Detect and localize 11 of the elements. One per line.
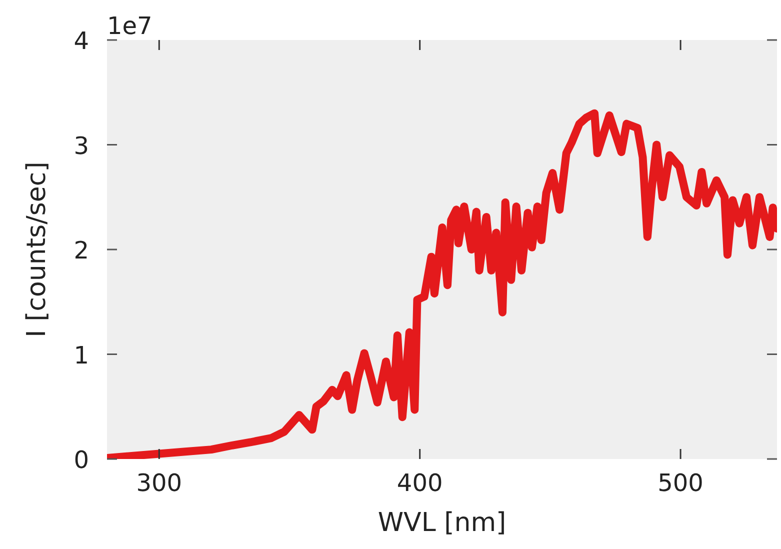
y-tick-label: 4 xyxy=(74,27,89,55)
x-tick-label: 400 xyxy=(396,469,443,497)
x-tick-label: 300 xyxy=(136,469,182,497)
y-tick-label: 1 xyxy=(74,341,89,370)
x-tick-label: 500 xyxy=(658,469,704,497)
y-tick-label: 3 xyxy=(74,132,89,160)
x-axis-title: WVL [nm] xyxy=(378,508,506,538)
y-tick-label: 0 xyxy=(74,446,89,474)
y-tick-label: 2 xyxy=(74,236,89,264)
annotation: 1e7 xyxy=(107,12,152,40)
y-axis-title: I [counts/sec] xyxy=(22,162,52,338)
